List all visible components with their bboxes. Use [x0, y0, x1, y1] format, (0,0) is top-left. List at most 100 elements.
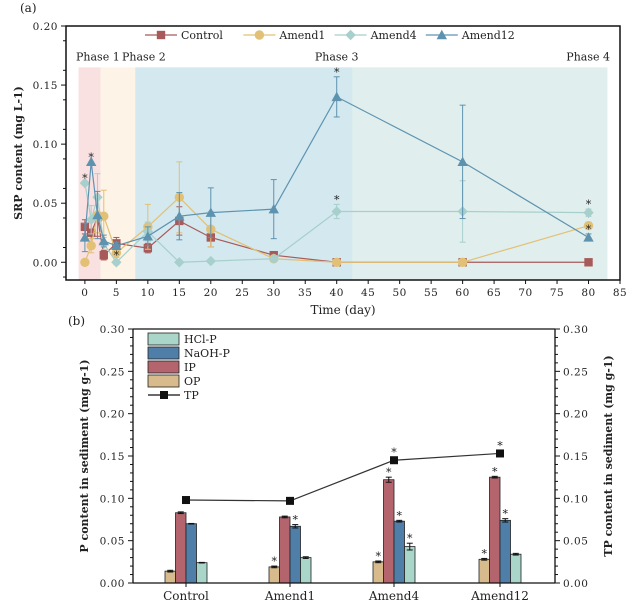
- marker-triangle: [79, 232, 91, 242]
- marker-triangle: [205, 207, 216, 217]
- tp-line: [185, 452, 501, 502]
- marker-triangle: [111, 240, 122, 250]
- bar-op: [372, 561, 384, 584]
- y-axis-label: P content in sediment (mg g-1): [78, 359, 91, 552]
- series-group: ********: [79, 66, 594, 268]
- legend-item-amend4: Amend4: [334, 29, 417, 42]
- significance-marker: *: [503, 508, 509, 521]
- legend-item-naoh-p: NaOH-P: [147, 346, 231, 360]
- marker-square: [156, 30, 166, 40]
- y-tick-label: 0.00: [100, 578, 125, 590]
- bar-naoh-p: [185, 523, 197, 584]
- marker-square: [99, 250, 108, 260]
- tp-line-group: **: [182, 439, 504, 505]
- significance-marker: *: [482, 547, 488, 560]
- significance-marker: *: [497, 439, 503, 452]
- x-tick-label: 40: [330, 287, 344, 299]
- x-tick-label: 70: [518, 287, 532, 299]
- y-right-tick-label: 0.00: [563, 578, 588, 590]
- y-tick-label: 0.30: [100, 324, 125, 336]
- significance-marker: *: [272, 555, 278, 568]
- marker-circle: [332, 257, 342, 267]
- x-tick-label: 0: [81, 287, 88, 299]
- legend-label: HCl-P: [184, 333, 217, 346]
- legend-marker: [160, 391, 168, 399]
- legend-item-hcl-p: HCl-P: [147, 332, 217, 346]
- legend-item-ip: IP: [147, 360, 196, 374]
- marker-triangle: [583, 232, 594, 242]
- significance-marker: *: [386, 466, 392, 479]
- bar-op: [478, 558, 490, 584]
- marker-circle: [80, 257, 90, 267]
- y-tick-label: 0.15: [33, 80, 58, 92]
- y-right-tick-label: 0.05: [563, 536, 588, 548]
- x-tick-label: Amend12: [470, 589, 529, 603]
- y-right-tick-label: 0.20: [563, 409, 588, 421]
- legend-label: Amend1: [278, 29, 325, 42]
- marker-triangle: [92, 209, 103, 220]
- marker-triangle: [331, 91, 342, 102]
- legend-label: NaOH-P: [184, 347, 231, 360]
- y-tick-label: 0.20: [33, 21, 58, 33]
- phase-band-4: [352, 67, 608, 280]
- significance-marker: *: [492, 465, 498, 478]
- bar-hcl-p: [404, 546, 416, 584]
- legend-item-amend1: Amend1: [243, 29, 325, 42]
- legend-label: Control: [181, 29, 223, 42]
- y-right-tick-label: 0.10: [563, 493, 588, 505]
- x-tick-label: 50: [392, 287, 406, 299]
- marker-circle: [111, 248, 122, 258]
- y-tick-label: 0.25: [100, 366, 125, 378]
- legend-label: TP: [184, 389, 199, 402]
- panel-b-label: (b): [68, 314, 85, 328]
- marker-circle: [583, 220, 594, 231]
- significance-marker: *: [82, 172, 88, 185]
- legend-swatch: [147, 374, 180, 388]
- marker-diamond: [111, 257, 122, 268]
- panel-b: (b) ********* ** 0.000.050.100.150.200.2…: [68, 314, 615, 603]
- bar-op: [268, 566, 280, 584]
- x-tick-label: 20: [204, 287, 218, 299]
- phase-band-3: [135, 67, 353, 280]
- y-tick-label: 0.05: [33, 198, 58, 210]
- legend: Control Amend1 Amend4 Amend12: [145, 29, 515, 42]
- tp-marker: [390, 456, 398, 465]
- marker-diamond: [583, 207, 594, 218]
- y-tick-label: 0.00: [33, 257, 58, 269]
- legend-swatch: [147, 332, 180, 346]
- bar-ip: [383, 479, 395, 584]
- x-tick-label: 25: [235, 287, 249, 299]
- marker-triangle: [174, 211, 185, 221]
- significance-marker: *: [391, 446, 397, 459]
- significance-marker: *: [586, 211, 592, 224]
- panel-a: (a) Phase 1 Phase 2 Phase 3 Phase 4 *** ****…: [12, 1, 627, 317]
- bar-ip: [175, 512, 187, 584]
- bar-op: [164, 570, 176, 584]
- y-axis: 0.00 0.05 0.10 0.15 0.20: [33, 21, 66, 278]
- x-tick-label: 55: [424, 287, 438, 299]
- legend-label: OP: [184, 375, 201, 388]
- y-axis-right-label: TP content in sediment (mg g-1): [602, 355, 615, 556]
- bar-ip: [279, 516, 291, 584]
- legend-item-control: Control: [145, 29, 223, 42]
- x-tick-label: 80: [581, 287, 595, 299]
- legend-swatch: [147, 360, 180, 374]
- x-tick-label: 60: [455, 287, 469, 299]
- significance-marker: *: [334, 193, 340, 206]
- marker-triangle: [98, 235, 109, 246]
- tp-marker: [286, 496, 294, 505]
- bar-naoh-p: [393, 520, 405, 584]
- bar-group: *********: [164, 465, 522, 584]
- x-axis: 0 5 10 15 20 25 30 35 40 45 50 55 60 65 70 75 80 85: [81, 280, 627, 299]
- marker-diamond: [174, 257, 185, 268]
- marker-circle: [254, 30, 265, 40]
- x-tick-label: 5: [113, 287, 120, 299]
- x-tick-label: 35: [298, 287, 312, 299]
- x-tick-label: 10: [141, 287, 155, 299]
- marker-circle: [457, 257, 468, 267]
- bar-cluster-amend1: **: [268, 514, 312, 584]
- y-tick-label: 0.20: [100, 409, 125, 421]
- phase-bands: Phase 1 Phase 2 Phase 3 Phase 4: [76, 50, 610, 280]
- bar-hcl-p: [300, 557, 312, 584]
